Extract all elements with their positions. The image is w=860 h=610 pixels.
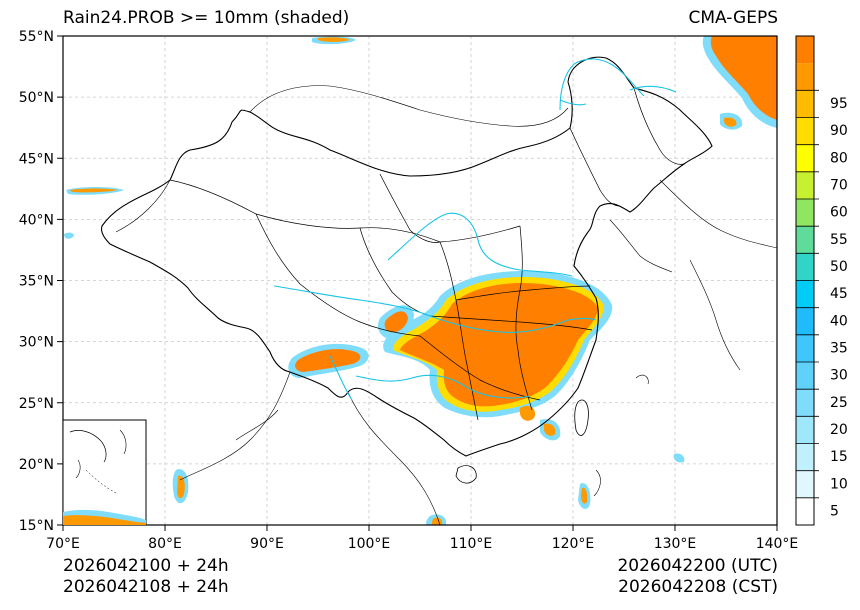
lat-tick-label: 15°N (19, 518, 54, 534)
lat-tick-label: 40°N (19, 212, 54, 228)
colorbar-swatch (796, 199, 814, 227)
colorbar-label: 25 (830, 395, 848, 411)
colorbar-swatch (796, 90, 814, 118)
colorbar-label: 80 (830, 150, 848, 166)
colorbar-swatch (796, 253, 814, 281)
lon-tick-label: 100°E (348, 536, 391, 552)
lon-tick-label: 140°E (756, 536, 799, 552)
boundaries (100, 56, 777, 525)
colorbar-label: 20 (830, 422, 848, 438)
lat-tick-label: 30°N (19, 335, 54, 351)
lat-tick-label: 55°N (19, 29, 54, 45)
init-time-utc: 2026042100 + 24h (63, 556, 229, 576)
colorbar: 5 10 15 20 25 30 35 40 45 50 55 60 70 80 90 95 (795, 35, 848, 526)
colorbar-label: 5 (830, 503, 839, 519)
colorbar-label: 70 (830, 177, 848, 193)
colorbar-swatch (796, 63, 814, 91)
colorbar-label: 50 (830, 259, 848, 275)
rain-area-core (400, 282, 598, 407)
china-border (100, 56, 713, 457)
colorbar-swatch (796, 334, 814, 362)
graticule (63, 36, 777, 525)
colorbar-swatch (796, 280, 814, 308)
init-time-cst: 2026042108 + 24h (63, 577, 229, 597)
valid-time-utc: 2026042200 (UTC) (617, 556, 778, 576)
lon-tick-label: 80°E (148, 536, 182, 552)
chart-title: Rain24.PROB >= 10mm (shaded) (63, 8, 350, 28)
lat-tick-label: 35°N (19, 274, 54, 290)
lon-tick-label: 70°E (46, 536, 80, 552)
model-label: CMA-GEPS (688, 8, 778, 28)
colorbar-swatch (796, 144, 814, 172)
lat-tick-label: 25°N (19, 396, 54, 412)
lon-tick-label: 90°E (250, 536, 284, 552)
latitude-ticks: 55°N 50°N 45°N 40°N 35°N 30°N 25°N 20°N 15°N (19, 29, 63, 534)
lat-tick-label: 45°N (19, 151, 54, 167)
colorbar-swatch (796, 362, 814, 390)
rivers (273, 58, 677, 401)
colorbar-swatch (796, 307, 814, 335)
valid-time-cst: 2026042208 (CST) (618, 577, 778, 597)
lon-tick-label: 110°E (450, 536, 493, 552)
colorbar-label: 10 (830, 476, 848, 492)
longitude-ticks: 70°E 80°E 90°E 100°E 110°E 120°E 130°E 140°E (46, 525, 798, 552)
colorbar-swatch (796, 470, 814, 498)
colorbar-label: 30 (830, 368, 848, 384)
colorbar-label: 15 (830, 449, 848, 465)
colorbar-swatch (796, 416, 814, 444)
colorbar-swatch (796, 117, 814, 145)
colorbar-swatch (796, 497, 814, 525)
colorbar-swatch (796, 389, 814, 417)
colorbar-swatch (796, 443, 814, 471)
lat-tick-label: 50°N (19, 90, 54, 106)
lat-tick-label: 20°N (19, 457, 54, 473)
colorbar-swatch (796, 226, 814, 254)
south-china-sea-inset (62, 419, 147, 526)
lon-tick-label: 120°E (552, 536, 595, 552)
lon-tick-label: 130°E (654, 536, 697, 552)
colorbar-swatch (796, 171, 814, 199)
colorbar-label: 95 (830, 96, 848, 112)
colorbar-label: 60 (830, 205, 848, 221)
colorbar-label: 35 (830, 340, 848, 356)
colorbar-label: 55 (830, 232, 848, 248)
colorbar-swatch (796, 36, 814, 64)
colorbar-label: 90 (830, 123, 848, 139)
colorbar-label: 45 (830, 286, 848, 302)
colorbar-label: 40 (830, 313, 848, 329)
precip-probability-shading (64, 36, 777, 525)
